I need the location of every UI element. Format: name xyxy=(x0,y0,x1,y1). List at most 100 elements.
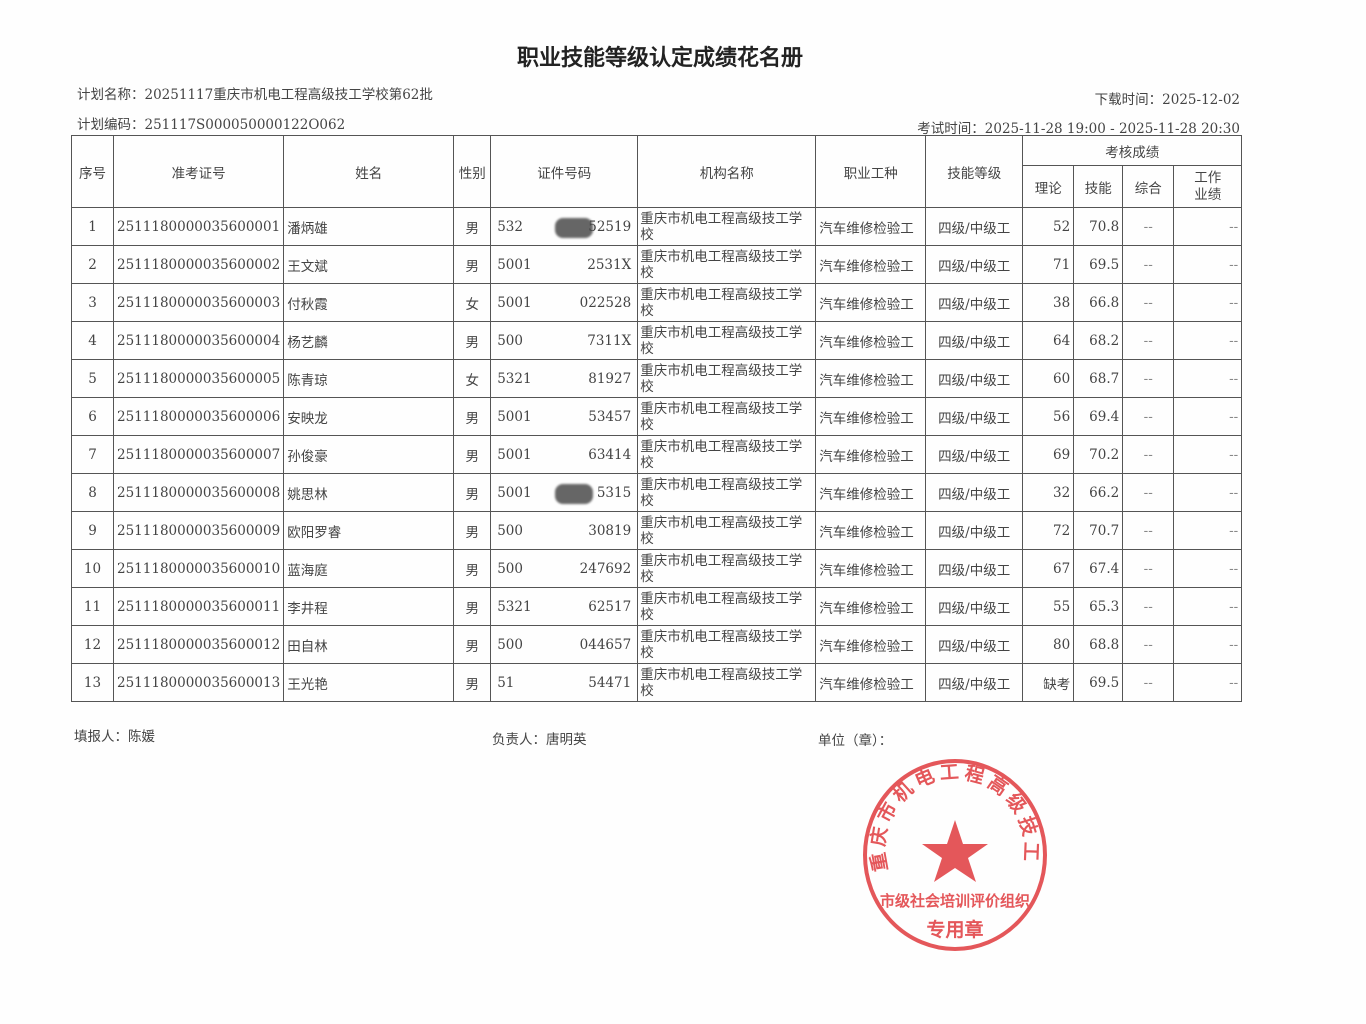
leader-value: 唐明英 xyxy=(546,732,587,748)
cell-skill: 69.4 xyxy=(1073,397,1124,436)
cell-theory: 67 xyxy=(1022,549,1075,588)
cell-seq: 8 xyxy=(71,473,114,512)
cell-skill: 69.5 xyxy=(1073,663,1124,702)
cell-overall: -- xyxy=(1122,473,1175,512)
cell-org: 重庆市机电工程高级技工学校 xyxy=(637,283,817,322)
score-table: 序号 准考证号 姓名 性别 证件号码 机构名称 职业工种 技能等级 考核成绩 理… xyxy=(71,135,1243,702)
cell-theory: 56 xyxy=(1022,397,1075,436)
cell-seq: 12 xyxy=(71,625,114,664)
cell-ticket: 2511180000035600011 xyxy=(112,587,285,626)
cell-work: -- xyxy=(1173,321,1243,360)
filler: 填报人：陈媛 xyxy=(74,725,155,745)
cell-level: 四级/中级工 xyxy=(925,321,1024,360)
header-gender: 性别 xyxy=(453,135,492,208)
cell-overall: -- xyxy=(1122,283,1175,322)
cell-theory: 69 xyxy=(1022,435,1075,474)
cell-name: 潘炳雄 xyxy=(283,207,455,246)
table-row: 7 2511180000035600007 孙俊豪 男 5001 63414 重庆… xyxy=(71,435,1243,474)
id-prefix: 5001 xyxy=(497,485,532,501)
cell-name: 付秋霞 xyxy=(283,283,455,322)
header-skill: 技能 xyxy=(1073,165,1124,208)
cell-org: 重庆市机电工程高级技工学校 xyxy=(637,321,817,360)
filler-label: 填报人： xyxy=(74,729,128,745)
id-suffix: 52519 xyxy=(588,219,632,235)
cell-level: 四级/中级工 xyxy=(925,511,1024,550)
header-name: 姓名 xyxy=(283,135,455,208)
cell-work: -- xyxy=(1173,283,1243,322)
exam-time-value: 2025-11-28 19:00 - 2025-11-28 20:30 xyxy=(984,121,1240,137)
cell-level: 四级/中级工 xyxy=(925,473,1024,512)
cell-skill: 66.8 xyxy=(1073,283,1124,322)
header-org: 机构名称 xyxy=(637,135,817,208)
header-work: 工作业绩 xyxy=(1173,165,1243,208)
plan-code-label: 计划编码： xyxy=(77,117,145,133)
cell-ticket: 2511180000035600013 xyxy=(112,663,285,702)
cell-seq: 1 xyxy=(71,207,114,246)
header-seq: 序号 xyxy=(71,135,114,208)
cell-trade: 汽车维修检验工 xyxy=(815,473,927,512)
table-row: 13 2511180000035600013 王光艳 男 51 54471 重庆市… xyxy=(71,663,1243,702)
table-row: 4 2511180000035600004 杨艺麟 男 500 7311X 重庆市… xyxy=(71,321,1243,360)
id-prefix: 5001 xyxy=(497,257,532,273)
cell-id: 5321 81927 xyxy=(490,359,639,398)
cell-name: 安映龙 xyxy=(283,397,455,436)
cell-work: -- xyxy=(1173,511,1243,550)
leader-label: 负责人： xyxy=(492,732,546,748)
header-scores: 考核成绩 xyxy=(1022,135,1243,166)
cell-work: -- xyxy=(1173,473,1243,512)
cell-seq: 5 xyxy=(71,359,114,398)
cell-trade: 汽车维修检验工 xyxy=(815,435,927,474)
cell-overall: -- xyxy=(1122,625,1175,664)
cell-name: 杨艺麟 xyxy=(283,321,455,360)
official-seal-stamp: 重庆市机电工程高级技工学校 市级社会培训评价组织 专用章 xyxy=(860,758,1047,951)
cell-overall: -- xyxy=(1122,663,1175,702)
cell-name: 田自林 xyxy=(283,625,455,664)
cell-org: 重庆市机电工程高级技工学校 xyxy=(637,435,817,474)
cell-trade: 汽车维修检验工 xyxy=(815,511,927,550)
cell-theory: 60 xyxy=(1022,359,1075,398)
cell-seq: 7 xyxy=(71,435,114,474)
cell-seq: 13 xyxy=(71,663,114,702)
cell-ticket: 2511180000035600004 xyxy=(112,321,285,360)
cell-skill: 68.2 xyxy=(1073,321,1124,360)
plan-name-label: 计划名称： xyxy=(77,87,145,103)
cell-trade: 汽车维修检验工 xyxy=(815,321,927,360)
plan-code-value: 251117S000050000122O062 xyxy=(144,117,346,133)
table-row: 11 2511180000035600011 李井程 男 5321 62517 重… xyxy=(71,587,1243,626)
seal-ring xyxy=(863,759,1047,951)
header-id: 证件号码 xyxy=(490,135,639,208)
cell-overall: -- xyxy=(1122,207,1175,246)
id-suffix: 30819 xyxy=(588,523,632,539)
cell-gender: 男 xyxy=(453,587,492,626)
cell-overall: -- xyxy=(1122,549,1175,588)
cell-level: 四级/中级工 xyxy=(925,397,1024,436)
cell-ticket: 2511180000035600005 xyxy=(112,359,285,398)
cell-name: 姚思林 xyxy=(283,473,455,512)
id-suffix: 022528 xyxy=(579,295,632,311)
cell-level: 四级/中级工 xyxy=(925,359,1024,398)
plan-name-value: 20251117重庆市机电工程高级技工学校第62批 xyxy=(144,87,433,103)
id-suffix: 81927 xyxy=(588,371,632,387)
id-suffix: 7311X xyxy=(587,333,632,349)
table-row: 1 2511180000035600001 潘炳雄 男 532 52519 重庆市… xyxy=(71,207,1243,246)
cell-seq: 9 xyxy=(71,511,114,550)
id-suffix: 54471 xyxy=(588,675,632,691)
cell-name: 欧阳罗睿 xyxy=(283,511,455,550)
cell-theory: 52 xyxy=(1022,207,1075,246)
cell-work: -- xyxy=(1173,245,1243,284)
id-prefix: 500 xyxy=(497,333,523,349)
cell-trade: 汽车维修检验工 xyxy=(815,549,927,588)
cell-level: 四级/中级工 xyxy=(925,245,1024,284)
cell-org: 重庆市机电工程高级技工学校 xyxy=(637,625,817,664)
cell-level: 四级/中级工 xyxy=(925,663,1024,702)
table-row: 12 2511180000035600012 田自林 男 500 044657 重… xyxy=(71,625,1243,664)
cell-skill: 68.7 xyxy=(1073,359,1124,398)
cell-trade: 汽车维修检验工 xyxy=(815,625,927,664)
cell-seq: 11 xyxy=(71,587,114,626)
cell-overall: -- xyxy=(1122,587,1175,626)
cell-seq: 10 xyxy=(71,549,114,588)
cell-skill: 70.8 xyxy=(1073,207,1124,246)
cell-gender: 男 xyxy=(453,435,492,474)
cell-org: 重庆市机电工程高级技工学校 xyxy=(637,207,817,246)
table-row: 5 2511180000035600005 陈青琼 女 5321 81927 重庆… xyxy=(71,359,1243,398)
